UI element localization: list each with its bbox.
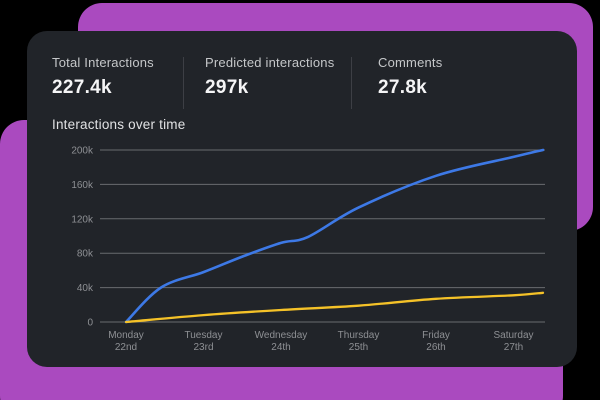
x-axis-tick-label: Tuesday 23rd [185, 330, 223, 353]
x-axis-tick-label: Monday 22nd [108, 330, 144, 353]
stat-divider [351, 57, 352, 109]
analytics-card: Total Interactions 227.4k Predicted inte… [27, 31, 577, 367]
stat-divider [183, 57, 184, 109]
stat-label: Comments [378, 55, 443, 70]
interactions-line-chart: 200k 160k 120k 80k 40k 0 Monday 22nd Tuesday 23rd… [71, 146, 545, 353]
stat-label: Predicted interactions [205, 55, 335, 70]
x-axis-tick-label: Thursday 25th [338, 330, 380, 353]
y-axis-tick-label: 200k [71, 146, 94, 157]
stat-comments: Comments 27.8k [378, 55, 442, 99]
series-line-interactions [124, 148, 545, 324]
y-axis-tick-label: 0 [87, 318, 93, 329]
x-axis-tick-label: Friday 26th [422, 330, 450, 353]
y-axis-tick-label: 40k [77, 283, 94, 294]
stat-value: 297k [205, 77, 249, 98]
series-line-comments [124, 291, 545, 324]
stat-predicted-interactions: Predicted interactions 297k [205, 55, 334, 99]
stat-value: 227.4k [52, 77, 112, 98]
stat-label: Total Interactions [52, 55, 154, 70]
stat-value: 27.8k [378, 77, 428, 98]
y-axis-tick-label: 120k [71, 214, 94, 225]
y-axis-tick-label: 80k [77, 249, 94, 260]
x-axis-tick-label: Saturday 27th [493, 330, 533, 353]
chart-title: Interactions over time [52, 117, 186, 132]
y-axis-tick-label: 160k [71, 180, 94, 191]
x-axis-tick-label: Wednesday 24th [255, 330, 308, 353]
stat-total-interactions: Total Interactions 227.4k [52, 55, 154, 99]
